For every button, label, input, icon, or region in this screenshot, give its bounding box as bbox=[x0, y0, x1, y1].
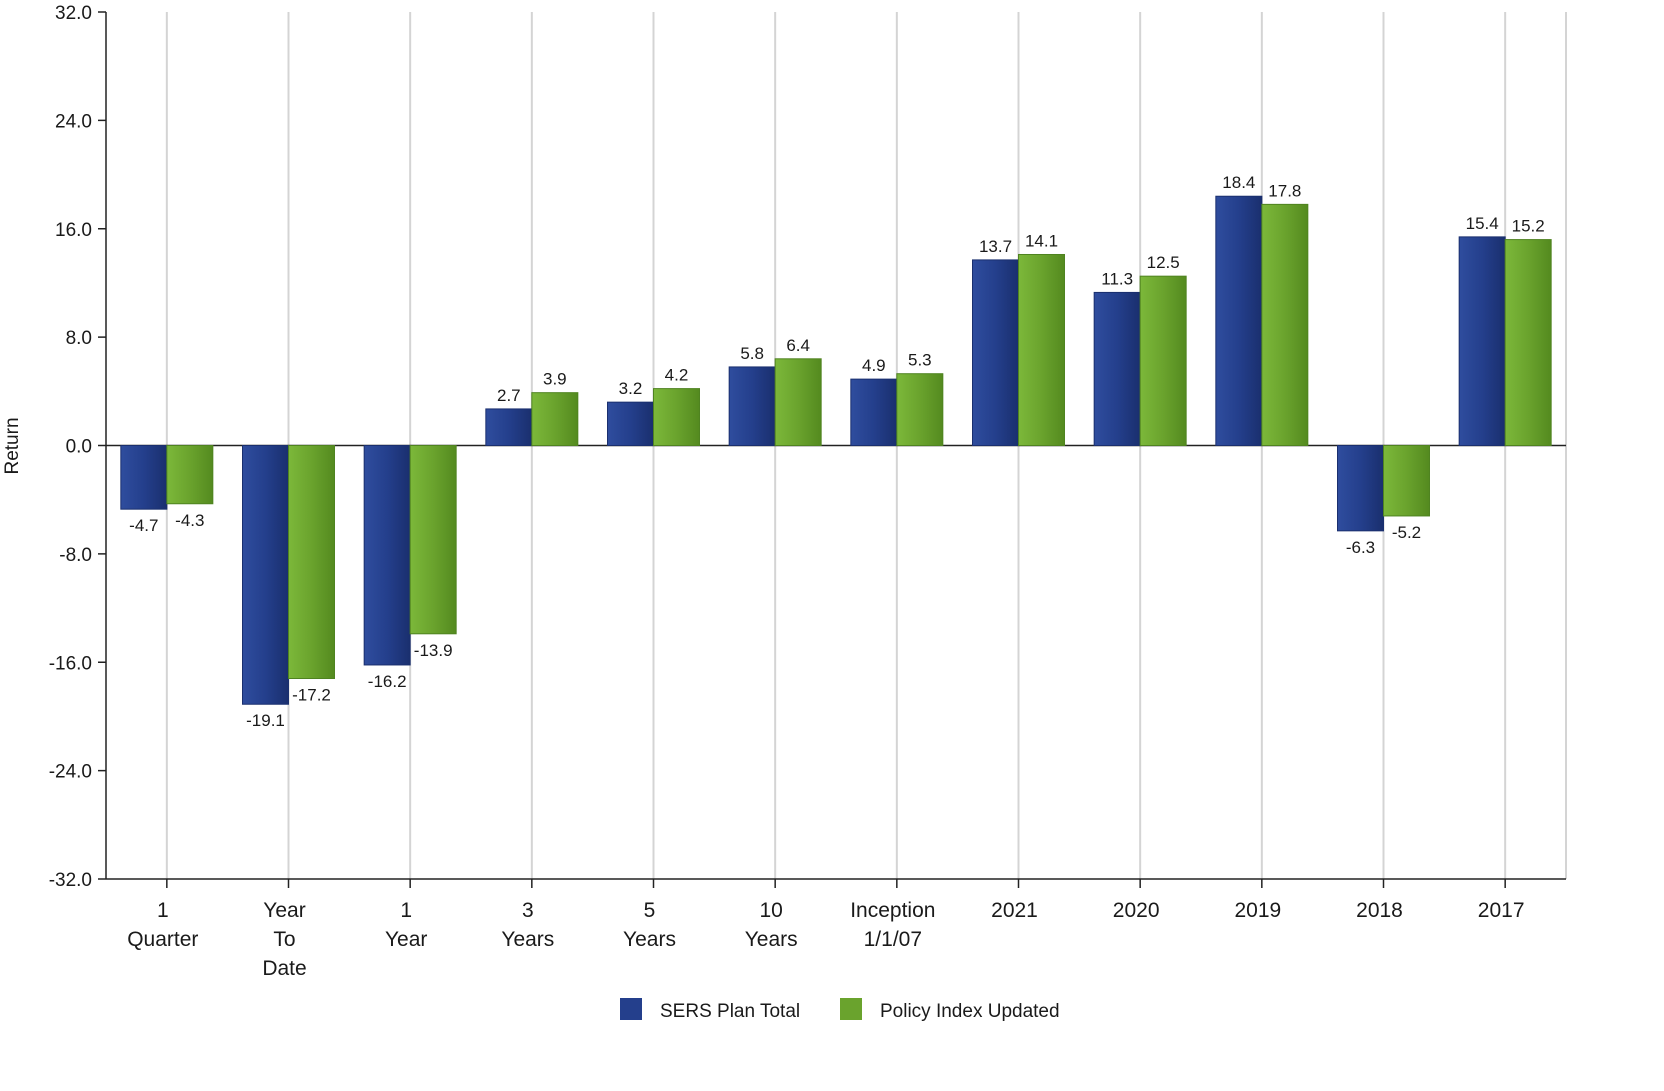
data-label: -19.1 bbox=[246, 711, 285, 730]
data-label: -5.2 bbox=[1392, 523, 1421, 542]
x-tick-label: 3 Years bbox=[501, 899, 554, 951]
x-tick-label: 2021 bbox=[991, 899, 1038, 922]
bar-sers-plan-total bbox=[120, 445, 168, 510]
x-tick-label: 1 Year bbox=[385, 899, 427, 951]
bar-policy-index-updated bbox=[1139, 275, 1187, 446]
x-tick-label: 2020 bbox=[1113, 899, 1160, 922]
data-label: -4.3 bbox=[175, 511, 204, 530]
bar-sers-plan-total bbox=[1458, 236, 1506, 446]
y-tick-label: 24.0 bbox=[55, 111, 92, 132]
data-label: 5.8 bbox=[740, 344, 764, 363]
data-label: 4.2 bbox=[665, 366, 689, 385]
bar-policy-index-updated bbox=[409, 445, 457, 635]
bar-policy-index-updated bbox=[1504, 239, 1552, 446]
bar-sers-plan-total bbox=[972, 259, 1019, 446]
x-tick-label: 10 Years bbox=[745, 899, 798, 951]
data-label: 6.4 bbox=[786, 336, 810, 355]
bar-sers-plan-total bbox=[1337, 445, 1384, 532]
bar-policy-index-updated bbox=[1383, 445, 1430, 517]
legend-swatch bbox=[840, 998, 862, 1020]
bar-policy-index-updated bbox=[166, 445, 214, 505]
legend-label: SERS Plan Total bbox=[660, 1001, 800, 1022]
x-tick-label: 1 Quarter bbox=[127, 899, 198, 951]
bar-sers-plan-total bbox=[485, 408, 533, 446]
y-tick-label: 8.0 bbox=[66, 328, 92, 349]
data-label: 11.3 bbox=[1101, 269, 1133, 288]
bar-sers-plan-total bbox=[1093, 291, 1141, 446]
data-label: 3.2 bbox=[619, 379, 643, 398]
data-label: 14.1 bbox=[1025, 231, 1058, 250]
bar-policy-index-updated bbox=[1261, 203, 1309, 446]
bar-sers-plan-total bbox=[728, 366, 776, 447]
y-tick-label: 0.0 bbox=[66, 437, 92, 458]
bars bbox=[120, 195, 1552, 705]
legend: SERS Plan Total Policy Index Updated bbox=[620, 998, 1060, 1022]
bar-policy-index-updated bbox=[1018, 253, 1065, 446]
data-label: 5.3 bbox=[908, 351, 932, 370]
legend-label: Policy Index Updated bbox=[880, 1001, 1060, 1022]
y-tick-label: -16.0 bbox=[49, 653, 92, 674]
bar-policy-index-updated bbox=[531, 392, 579, 446]
data-labels: -4.7 -19.1 -16.2 2.7 3.2 5.8 4.9 13.7 11.3 18.4 -6… bbox=[129, 173, 1545, 730]
y-tick-label: -8.0 bbox=[59, 545, 92, 566]
data-label: 18.4 bbox=[1222, 173, 1255, 192]
x-tick-label: 2017 bbox=[1478, 899, 1525, 922]
y-tick-label: 32.0 bbox=[55, 3, 92, 24]
bar-sers-plan-total bbox=[363, 445, 411, 666]
bar-sers-plan-total bbox=[850, 378, 898, 446]
data-label: 3.9 bbox=[543, 370, 567, 389]
data-label: 12.5 bbox=[1147, 253, 1180, 272]
bar-sers-plan-total bbox=[607, 401, 654, 446]
data-label: -17.2 bbox=[292, 686, 331, 705]
x-tick-label: Year To Date bbox=[262, 899, 306, 980]
y-tick-label: 16.0 bbox=[55, 220, 92, 241]
y-axis-title: Return bbox=[2, 417, 23, 474]
x-tick-label: Inception 1/1/07 bbox=[850, 899, 935, 951]
axes: 32.0 24.0 16.0 8.0 0.0 -8.0 -16.0 -24.0 -32.0 1 Qu… bbox=[49, 3, 1566, 980]
bar-sers-plan-total bbox=[1215, 195, 1263, 446]
bar-sers-plan-total bbox=[242, 445, 289, 705]
data-label: 4.9 bbox=[862, 356, 886, 375]
y-tick-label: -24.0 bbox=[49, 762, 92, 783]
bar-policy-index-updated bbox=[653, 388, 700, 446]
data-label: 15.2 bbox=[1512, 217, 1545, 236]
legend-swatch bbox=[620, 998, 642, 1020]
x-tick-label: 2019 bbox=[1234, 899, 1281, 922]
x-tick-label: 2018 bbox=[1356, 899, 1403, 922]
data-label: 15.4 bbox=[1466, 214, 1499, 233]
data-label: 13.7 bbox=[979, 237, 1012, 256]
data-label: -13.9 bbox=[414, 641, 453, 660]
data-label: -16.2 bbox=[368, 672, 407, 691]
bar-policy-index-updated bbox=[774, 358, 822, 446]
data-label: -4.7 bbox=[129, 516, 158, 535]
data-label: -6.3 bbox=[1346, 538, 1375, 557]
y-tick-label: -32.0 bbox=[49, 870, 92, 891]
bar-policy-index-updated bbox=[288, 445, 335, 680]
data-label: 17.8 bbox=[1268, 181, 1301, 200]
data-label: 2.7 bbox=[497, 386, 521, 405]
x-tick-label: 5 Years bbox=[623, 899, 676, 951]
bar-policy-index-updated bbox=[896, 373, 944, 447]
